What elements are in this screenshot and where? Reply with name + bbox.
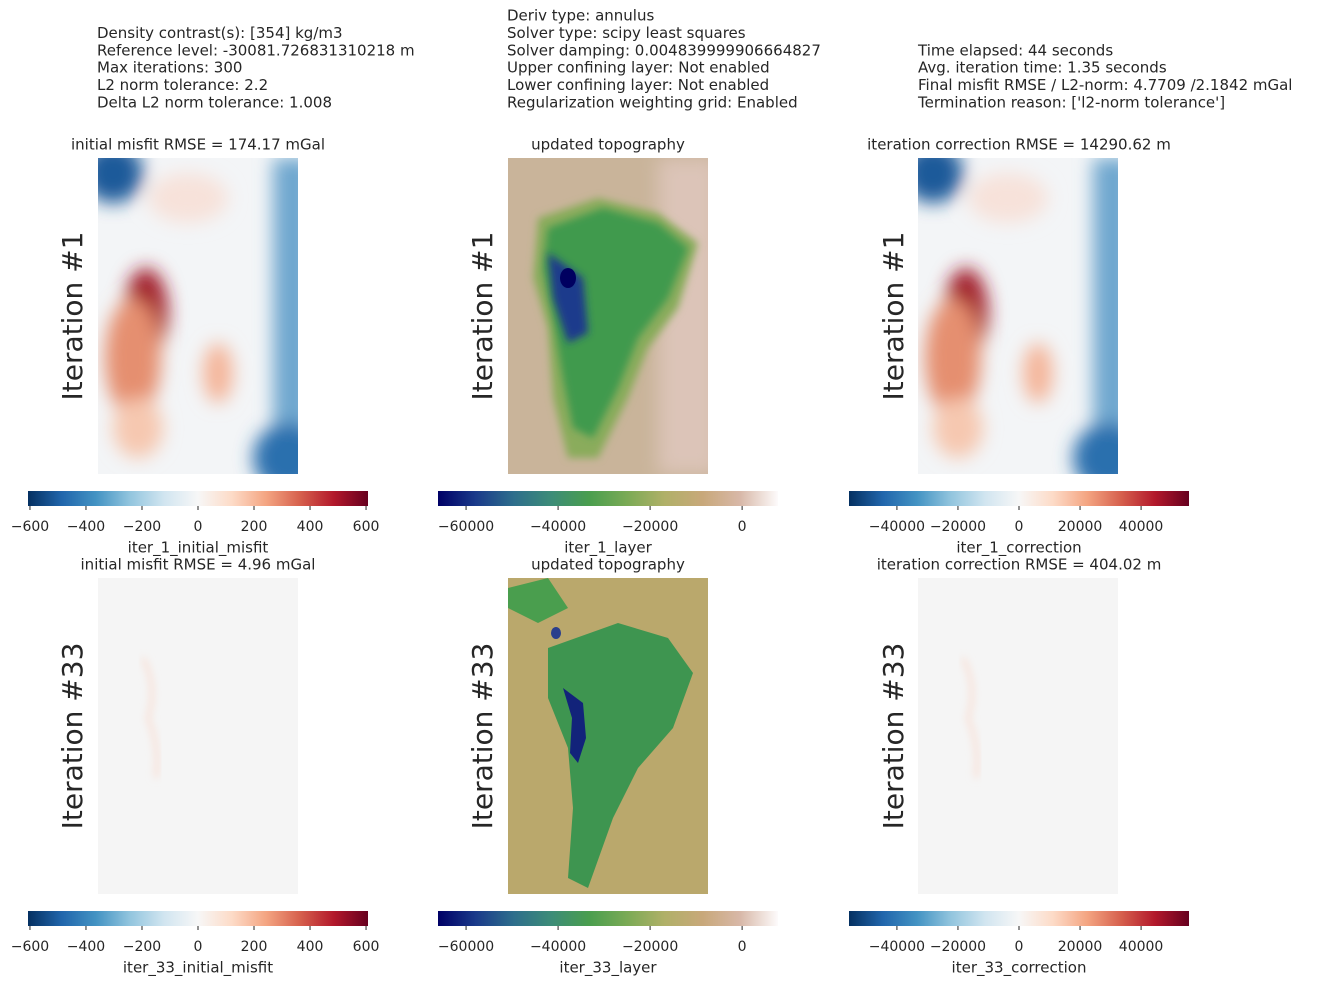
tick-label: 40000 xyxy=(1119,939,1164,955)
tick-label: −600 xyxy=(11,939,49,955)
tick-label: −40000 xyxy=(530,519,586,535)
y-axis-label: Iteration #1 xyxy=(877,232,910,401)
header-line: Reference level: -30081.726831310218 m xyxy=(97,41,415,59)
tick-label: 20000 xyxy=(1058,519,1103,535)
header-line: Termination reason: ['l2-norm tolerance'… xyxy=(917,94,1225,112)
tick-label: 200 xyxy=(241,519,268,535)
tick-label: 200 xyxy=(241,939,268,955)
header-line: Max iterations: 300 xyxy=(97,59,242,77)
tick-label: 40000 xyxy=(1119,519,1164,535)
y-axis-label: Iteration #33 xyxy=(56,643,89,830)
panel-title: updated topography xyxy=(531,136,685,154)
tick-label: −40000 xyxy=(530,939,586,955)
header-line: Final misfit RMSE / L2-norm: 4.7709 /2.1… xyxy=(918,76,1292,94)
heatmap-image xyxy=(508,158,718,474)
colorbar xyxy=(438,911,778,926)
tick-label: −40000 xyxy=(869,519,925,535)
tick-label: −400 xyxy=(67,519,105,535)
panel-title: initial misfit RMSE = 4.96 mGal xyxy=(81,556,316,574)
colorbar-label: iter_1_correction xyxy=(956,539,1081,558)
colorbar-label: iter_33_correction xyxy=(952,959,1087,978)
header-line: Lower confining layer: Not enabled xyxy=(507,76,769,94)
tick-label: 0 xyxy=(738,939,747,955)
tick-label: −20000 xyxy=(622,939,678,955)
panel-title: iteration correction RMSE = 14290.62 m xyxy=(867,136,1171,154)
tick-label: 20000 xyxy=(1058,939,1103,955)
tick-label: 400 xyxy=(297,519,324,535)
colorbar-label: iter_33_initial_misfit xyxy=(123,959,273,978)
header-line: Time elapsed: 44 seconds xyxy=(917,41,1113,59)
heatmap-image xyxy=(98,578,298,894)
tick-label: 600 xyxy=(353,939,380,955)
tick-label: −200 xyxy=(123,519,161,535)
y-axis-label: Iteration #33 xyxy=(877,643,910,830)
panel-title: initial misfit RMSE = 174.17 mGal xyxy=(71,136,325,154)
header-line: Deriv type: annulus xyxy=(507,7,654,25)
tick-label: −40000 xyxy=(869,939,925,955)
header-line: L2 norm tolerance: 2.2 xyxy=(97,76,268,94)
tick-label: 400 xyxy=(297,939,324,955)
tick-label: −20000 xyxy=(930,939,986,955)
y-axis-label: Iteration #33 xyxy=(466,643,499,830)
tick-label: −400 xyxy=(67,939,105,955)
y-axis-label: Iteration #1 xyxy=(56,232,89,401)
colorbar xyxy=(28,911,368,926)
colorbar xyxy=(849,911,1189,926)
colorbar-label: iter_1_initial_misfit xyxy=(128,539,269,558)
colorbar xyxy=(849,491,1189,506)
colorbar-label: iter_33_layer xyxy=(559,959,657,978)
header-line: Delta L2 norm tolerance: 1.008 xyxy=(97,94,332,112)
header-line: Regularization weighting grid: Enabled xyxy=(507,94,798,112)
heatmap-image xyxy=(508,578,708,894)
tick-label: −60000 xyxy=(438,939,494,955)
tick-label: 0 xyxy=(1015,939,1024,955)
tick-label: −200 xyxy=(123,939,161,955)
tick-label: 0 xyxy=(738,519,747,535)
colorbar xyxy=(28,491,368,506)
tick-label: 0 xyxy=(1015,519,1024,535)
tick-label: −60000 xyxy=(438,519,494,535)
colorbar-label: iter_1_layer xyxy=(564,539,652,558)
header-line: Upper confining layer: Not enabled xyxy=(507,59,770,77)
y-axis-label: Iteration #1 xyxy=(466,232,499,401)
header-line: Solver type: scipy least squares xyxy=(507,24,746,42)
header-line: Density contrast(s): [354] kg/m3 xyxy=(97,24,343,42)
panel-title: updated topography xyxy=(531,556,685,574)
tick-label: −20000 xyxy=(930,519,986,535)
heatmap-image xyxy=(83,143,323,493)
tick-label: −20000 xyxy=(622,519,678,535)
header-line: Avg. iteration time: 1.35 seconds xyxy=(918,59,1167,77)
header-line: Solver damping: 0.004839999906664827 xyxy=(507,41,821,59)
heatmap-image xyxy=(918,578,1118,894)
tick-label: 0 xyxy=(194,939,203,955)
tick-label: 0 xyxy=(194,519,203,535)
heatmap-image xyxy=(903,143,1143,493)
tick-label: −600 xyxy=(11,519,49,535)
tick-label: 600 xyxy=(353,519,380,535)
panel-title: iteration correction RMSE = 404.02 m xyxy=(877,556,1162,574)
colorbar xyxy=(438,491,778,506)
